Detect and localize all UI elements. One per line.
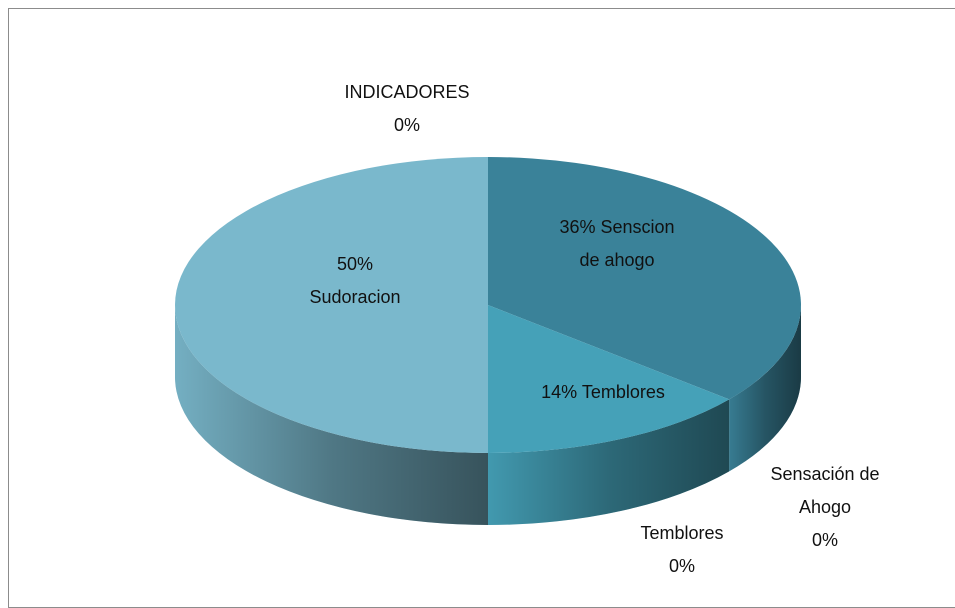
slice-side-shade [488, 399, 730, 525]
data-label: Temblores 0% [622, 517, 742, 583]
label-name: Temblores [640, 523, 724, 543]
data-label: 50% Sudoracion [300, 248, 410, 314]
label-name: Temblores [581, 382, 665, 402]
label-value: 14% [541, 382, 578, 402]
data-label: INDICADORES 0% [327, 76, 487, 142]
pie-tops [175, 157, 801, 453]
page: (() => { const data = JSON.parse(documen… [8, 8, 955, 608]
label-value: 0% [668, 556, 695, 576]
slice [175, 157, 488, 453]
label-name: Sensación de Ahogo [770, 464, 880, 517]
pie-sides [175, 305, 801, 525]
label-name: Sudoracion [309, 287, 401, 307]
data-label: 14% Temblores [503, 376, 703, 409]
label-name: Senscion de ahogo [579, 217, 675, 270]
data-label: Sensación de Ahogo 0% [750, 458, 900, 557]
label-value: 0% [393, 115, 420, 135]
slice-side-shade [729, 305, 801, 472]
chart [175, 157, 801, 525]
slice-side-shade [175, 305, 488, 525]
slice [488, 305, 730, 453]
label-value: 50% [336, 254, 374, 274]
label-value: 0% [811, 530, 838, 550]
slice [488, 157, 801, 400]
data-label: 36% Senscion de ahogo [547, 211, 687, 277]
label-name: INDICADORES [344, 82, 470, 102]
label-value: 36% [559, 217, 596, 237]
